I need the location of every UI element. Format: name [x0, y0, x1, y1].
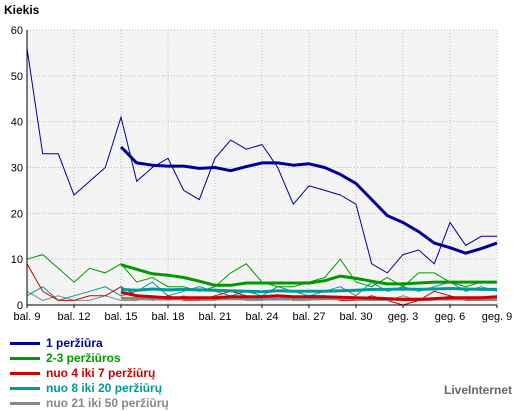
x-tick-label: geg. 3 [388, 311, 419, 323]
x-tick-label: bal. 21 [198, 311, 231, 323]
legend-label: 1 peržiūra [46, 336, 103, 350]
moving-average-lines [119, 145, 498, 301]
x-tick-label: bal. 9 [14, 311, 41, 323]
x-tick-label: bal. 24 [245, 311, 278, 323]
series-line [26, 48, 497, 274]
legend-item-4-7-perziuru[interactable]: nuo 4 iki 7 peržiūrų [10, 366, 169, 381]
x-tick-label: bal. 18 [151, 311, 184, 323]
legend-swatch [10, 357, 40, 360]
y-tick-label: 0 [17, 300, 23, 312]
x-tick-label: geg. 9 [482, 311, 513, 323]
legend-item-2-3-perziuros[interactable]: 2-3 peržiūros [10, 351, 169, 366]
moving-average-line [120, 290, 498, 301]
x-tick-label: bal. 30 [339, 311, 372, 323]
legend-item-8-20-perziuru[interactable]: nuo 8 iki 20 peržiūrų [10, 381, 169, 396]
moving-average-line [120, 287, 497, 294]
moving-average-line [119, 145, 498, 255]
axes [26, 30, 497, 306]
legend-label: nuo 8 iki 20 peržiūrų [46, 381, 163, 395]
y-tick-label: 50 [11, 71, 23, 83]
legend-swatch [10, 387, 40, 390]
legend-item-21-50-perziuru[interactable]: nuo 21 iki 50 peržiūrų [10, 396, 169, 411]
y-tick-label: 60 [11, 25, 23, 37]
legend-swatch [10, 402, 40, 405]
legend-label: nuo 4 iki 7 peržiūrų [46, 366, 156, 380]
legend-swatch [10, 342, 40, 345]
x-tick-label: bal. 12 [57, 311, 90, 323]
y-tick-label: 10 [11, 254, 23, 266]
legend: 1 peržiūra 2-3 peržiūros nuo 4 iki 7 per… [10, 336, 169, 411]
y-axis-ticks: 0 10 20 30 40 50 60 [11, 25, 23, 312]
x-tick-label: bal. 15 [104, 311, 137, 323]
legend-label: 2-3 peržiūros [46, 351, 121, 365]
x-tick-label: geg. 6 [435, 311, 466, 323]
legend-label: nuo 21 iki 50 peržiūrų [46, 396, 169, 410]
y-tick-label: 40 [11, 117, 23, 129]
y-axis-label: Kiekis [4, 3, 40, 17]
liveinternet-logo[interactable]: LiveInternet [443, 383, 512, 397]
moving-average-line [120, 263, 497, 287]
legend-item-1-perziura[interactable]: 1 peržiūra [10, 336, 169, 351]
y-tick-label: 30 [11, 163, 23, 175]
legend-swatch [10, 372, 40, 375]
y-tick-label: 20 [11, 208, 23, 220]
x-tick-label: bal. 27 [292, 311, 325, 323]
x-axis-ticks: bal. 9 bal. 12 bal. 15 bal. 18 bal. 21 bal. 2… [14, 305, 513, 323]
